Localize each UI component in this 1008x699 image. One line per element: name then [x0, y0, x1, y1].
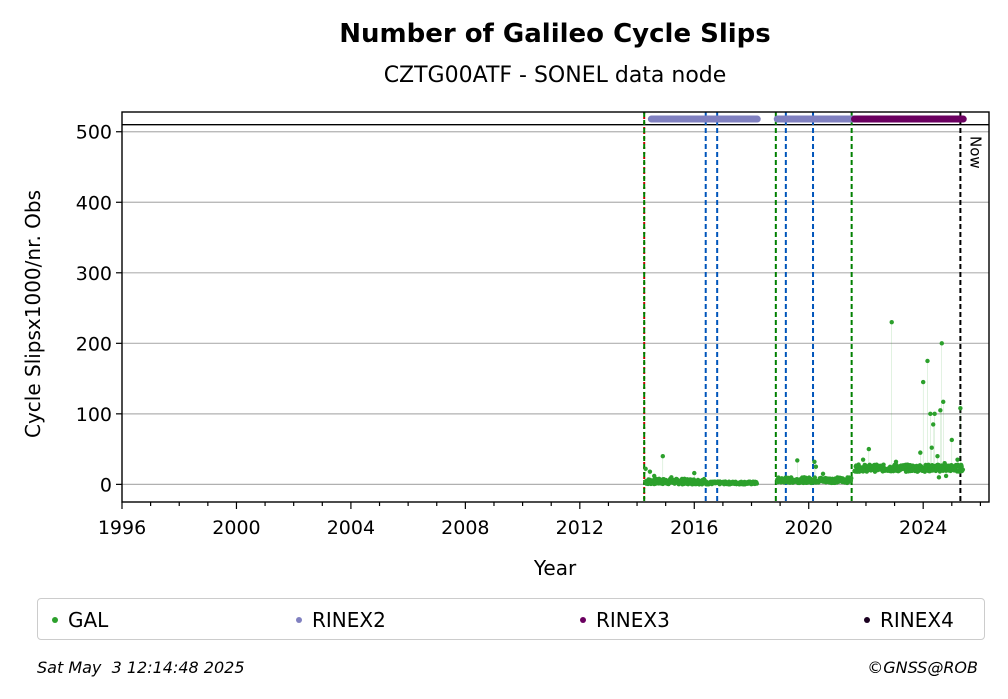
gal-point	[813, 464, 819, 469]
gal-point	[866, 446, 872, 452]
x-tick-label: 1996	[98, 517, 146, 539]
gal-point	[889, 319, 894, 325]
x-axis-label: Year	[533, 556, 577, 580]
gal-point	[660, 453, 666, 459]
legend-label: RINEX4	[880, 608, 954, 632]
x-tick-label: 2000	[212, 517, 260, 539]
gal-point	[938, 408, 943, 413]
gal-point	[955, 457, 960, 462]
gal-point	[928, 411, 933, 417]
gal-point	[935, 453, 940, 459]
y-tick-label: 300	[76, 263, 112, 285]
gal-point	[960, 467, 966, 472]
gal-point	[925, 358, 930, 364]
legend-item-rinex4: RINEX4	[864, 608, 954, 632]
gal-point	[918, 450, 923, 455]
now-label: Now	[966, 136, 984, 169]
gal-point	[643, 466, 648, 472]
gal-point	[754, 481, 760, 486]
x-tick-label: 2008	[441, 517, 489, 539]
gal-point	[812, 459, 817, 465]
gal-point	[849, 476, 854, 481]
x-tick-label: 2024	[899, 517, 947, 539]
x-tick-label: 2016	[670, 517, 718, 539]
gal-point	[692, 470, 697, 476]
legend-marker-icon	[296, 616, 302, 623]
legend-item-rinex2: RINEX2	[296, 608, 386, 632]
y-tick-label: 100	[76, 404, 112, 426]
y-tick-label: 0	[100, 474, 112, 496]
gal-point	[881, 462, 886, 467]
plot-area: Now 0 100 200 300 400 500 1996 2000 2004 2008 2012 2…	[76, 111, 990, 539]
gal-point	[893, 459, 899, 465]
gal-point	[929, 445, 934, 450]
gal-point	[812, 475, 818, 480]
chart: Number of Galileo Cycle Slips CZTG00ATF …	[21, 19, 990, 580]
gal-point	[949, 437, 955, 443]
legend-marker-icon	[52, 616, 58, 623]
gal-point	[669, 475, 674, 480]
gal-point	[936, 475, 942, 480]
y-axis-label: Cycle Slipsx1000/nr. Obs	[21, 190, 45, 438]
legend-label: GAL	[68, 608, 109, 632]
legend-item-rinex3: RINEX3	[580, 608, 670, 632]
gal-point	[958, 406, 963, 411]
chart-title: Number of Galileo Cycle Slips	[339, 19, 771, 49]
y-tick-label: 200	[76, 333, 112, 355]
chart-subtitle: CZTG00ATF - SONEL data node	[384, 63, 727, 88]
gal-point	[931, 422, 936, 427]
x-tick-label: 2012	[556, 517, 604, 539]
gal-point	[647, 469, 653, 474]
gal-point	[941, 399, 946, 405]
x-tick-label: 2020	[785, 517, 833, 539]
gal-point	[795, 458, 800, 463]
footer-copyright: ©GNSS@ROB	[867, 658, 978, 677]
y-tick-label: 400	[76, 192, 112, 214]
gal-point	[943, 473, 949, 479]
gal-point	[932, 411, 937, 417]
legend-item-gal: GAL	[52, 608, 108, 632]
gal-point	[942, 461, 947, 466]
legend-label: RINEX3	[596, 608, 670, 632]
footer-timestamp: Sat May 3 12:14:48 2025	[37, 658, 245, 677]
gal-point	[652, 473, 657, 479]
legend-label: RINEX2	[312, 608, 386, 632]
gal-point	[920, 379, 926, 385]
legend-marker-icon	[580, 616, 586, 623]
gal-point	[860, 457, 866, 462]
legend: GAL RINEX2 RINEX3 RINEX4	[37, 598, 985, 640]
legend-marker-icon	[864, 616, 870, 623]
axes-frame	[121, 111, 990, 503]
x-tick-label: 2004	[327, 517, 375, 539]
y-tick-label: 500	[76, 122, 112, 144]
gal-point	[939, 341, 944, 346]
gal-point	[820, 471, 826, 476]
